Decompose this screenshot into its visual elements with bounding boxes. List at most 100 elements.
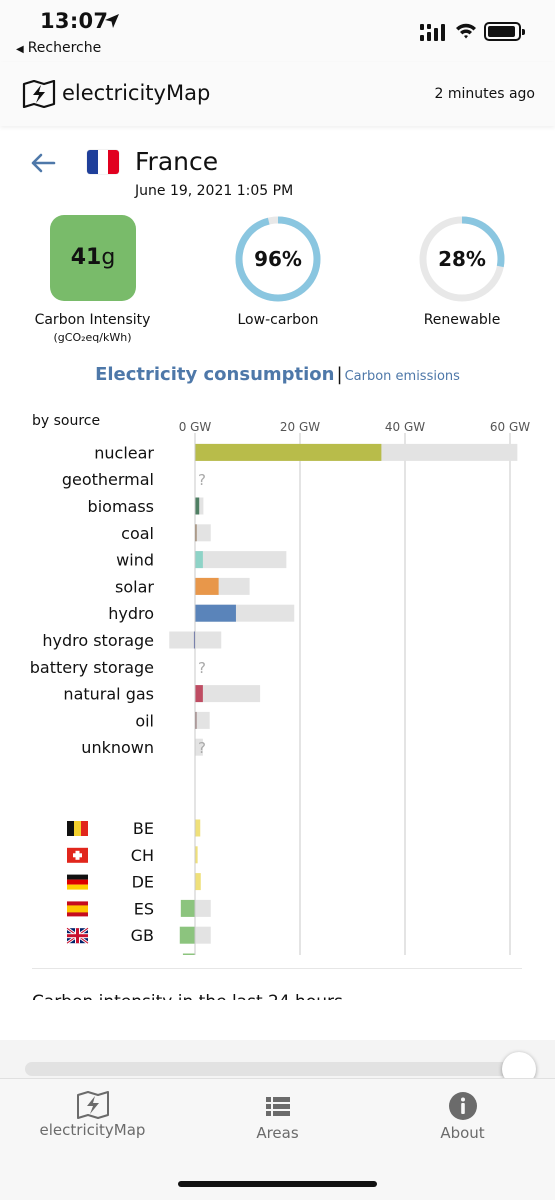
cellular-signal-icon [420,24,445,41]
status-time: 13:07 [40,9,109,33]
unknown-mark-geothermal: ? [198,471,206,489]
section-divider [32,968,522,969]
production-bar-biomass [195,497,200,515]
exchange-label-de: DE [132,873,154,892]
exchange-bar-ch [195,846,198,864]
mode-tabs: Electricity consumption | Carbon emissions [0,364,555,385]
bottom-tab-bar: electricityMap Areas About [0,1078,555,1200]
unknown-mark-battery-storage: ? [198,659,206,677]
label-unknown: unknown [81,738,154,757]
tab-about-label: About [440,1124,485,1142]
tab-areas[interactable]: Areas [185,1079,370,1169]
last-updated: 2 minutes ago [434,86,535,102]
carbon-intensity-label: Carbon Intensity [34,312,151,328]
exchange-label-it-no: IT-NO [111,953,154,955]
exchange-bar-de [195,873,201,891]
content-fade [0,1000,555,1042]
tab-separator: | [336,364,343,385]
app-logo-text[interactable]: electricityMap [62,81,211,105]
back-to-app-link[interactable]: ◀ Recherche [16,40,101,56]
renewable-label: Renewable [423,312,501,328]
time-slider-track[interactable] [25,1062,525,1076]
exchange-label-gb: GB [131,926,154,945]
capacity-bar-unknown [195,738,203,756]
back-arrow-icon[interactable] [30,152,56,174]
renewable-gauge-fill [419,216,505,302]
production-bar-nuclear [195,443,382,461]
flag-de-icon [67,874,88,890]
carbon-intensity-unit: (gCO₂eq/kWh) [53,331,132,344]
production-bar-hydro [195,604,236,622]
wifi-icon [456,23,476,39]
renewable-value: 28% [438,247,486,271]
tick-label-20: 20 GW [280,420,320,434]
production-bar-wind [195,551,203,569]
production-bar-coal [195,524,197,542]
status-bar: 13:07 ◀ Recherche [0,0,555,62]
capacity-bar-wind [195,551,287,569]
exchange-capacity-es [195,899,211,917]
capacity-bar-natural-gas [195,685,261,703]
production-chart: by source 0 GW 20 GW 40 GW 60 GW nuclear geoth… [30,413,530,955]
home-indicator [178,1181,377,1187]
tab-areas-label: Areas [256,1124,299,1142]
renewable-gauge[interactable]: 28% [418,215,506,303]
app-header: electricityMap 2 minutes ago [0,62,555,126]
exchange-bar-it-no [182,953,195,955]
label-geothermal: geothermal [62,470,154,489]
tab-electricity-consumption[interactable]: Electricity consumption [95,364,335,385]
low-carbon-gauge[interactable]: 96% [234,215,322,303]
france-flag-icon [87,150,119,174]
production-bar-natural-gas [195,685,203,703]
tab-about[interactable]: About [370,1079,555,1169]
tab-carbon-emissions[interactable]: Carbon emissions [344,369,460,384]
production-bar-solar [195,577,219,595]
exchange-bar-be [195,819,201,837]
carbon-intensity-badge[interactable]: 41g [50,215,136,301]
exchange-label-ch: CH [131,846,154,865]
list-icon [266,1097,290,1116]
exchange-label-be: BE [133,819,154,838]
back-app-label: Recherche [27,40,102,56]
label-solar: solar [115,577,154,596]
location-arrow-icon [105,14,119,28]
exchange-bar-gb [179,926,195,944]
carbon-intensity-suffix: g [101,245,116,270]
back-triangle-icon: ◀ [16,44,24,55]
low-carbon-label: Low-carbon [237,312,319,328]
label-natural-gas: natural gas [63,685,154,704]
tick-label-60: 60 GW [490,420,530,434]
exchange-bar-es [180,899,195,917]
electricitymap-logo-icon[interactable] [22,80,56,108]
capacity-bar-coal [195,524,211,542]
tab-electricitymap-label: electricityMap [39,1121,146,1139]
country-name: France [135,147,219,176]
flag-es-icon [67,901,88,917]
label-battery-storage: battery storage [30,658,154,677]
country-datetime: June 19, 2021 1:05 PM [135,183,294,199]
tick-label-0: 0 GW [179,420,212,434]
label-oil: oil [135,711,154,730]
label-wind: wind [116,551,154,570]
exchange-capacity-gb [195,926,211,944]
label-hydro: hydro [108,604,154,623]
tick-label-40: 40 GW [385,420,425,434]
flag-ch-icon [67,847,88,863]
production-bar-oil [195,711,197,729]
tab-electricitymap[interactable]: electricityMap [0,1079,185,1169]
info-icon [449,1092,477,1120]
capacity-bar-oil [195,711,210,729]
label-hydro-storage: hydro storage [42,631,154,650]
carbon-intensity-24h-title: Carbon intensity in the last 24 hours [32,988,432,1000]
low-carbon-gauge-fill [235,216,321,302]
label-coal: coal [121,524,154,543]
flag-be-icon [67,821,88,836]
carbon-intensity-value: 41 [70,245,102,270]
label-biomass: biomass [88,497,154,516]
electricitymap-logo-icon [77,1091,109,1119]
low-carbon-gauge-ring [235,216,321,302]
exchange-label-es: ES [134,899,154,918]
low-carbon-value: 96% [254,247,302,271]
renewable-gauge-ring [419,216,505,302]
chart-group-label: by source [32,413,100,429]
